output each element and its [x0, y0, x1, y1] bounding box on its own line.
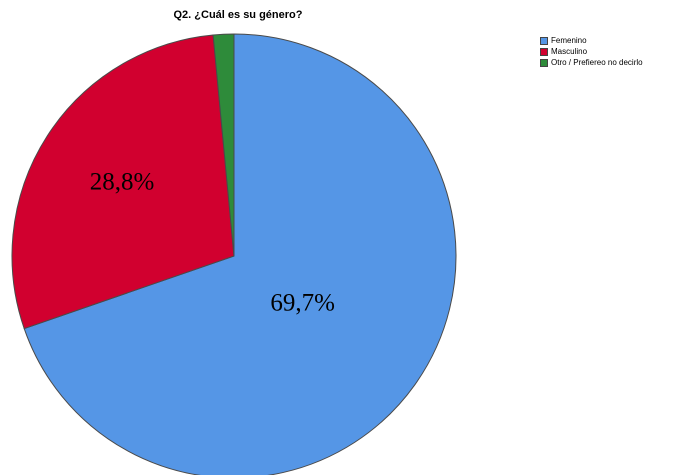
legend-label-otro: Otro / Prefiereo no decirlo [551, 58, 643, 67]
legend-item-masculino: Masculino [540, 46, 643, 57]
legend-swatch-masculino [540, 47, 548, 56]
pie-slice-otro [212, 33, 235, 257]
legend-label-femenino: Femenino [551, 36, 587, 45]
pie-slices [11, 33, 457, 475]
pie-slice-femenino [23, 33, 457, 475]
legend-item-femenino: Femenino [540, 35, 643, 46]
pie-data-labels: 69,7% 28,8% [90, 169, 335, 317]
legend-swatch-otro [540, 58, 548, 67]
legend-label-masculino: Masculino [551, 47, 588, 56]
legend: Femenino Masculino Otro / Prefiereo no d… [540, 35, 643, 68]
chart-title: Q2. ¿Cuál es su género? [173, 9, 303, 21]
legend-item-otro: Otro / Prefiereo no decirlo [540, 57, 643, 68]
legend-swatch-femenino [540, 36, 548, 45]
data-label-masculino: 28,8% [90, 169, 155, 196]
data-label-femenino: 69,7% [270, 290, 335, 317]
pie-slice-masculino [11, 34, 235, 330]
